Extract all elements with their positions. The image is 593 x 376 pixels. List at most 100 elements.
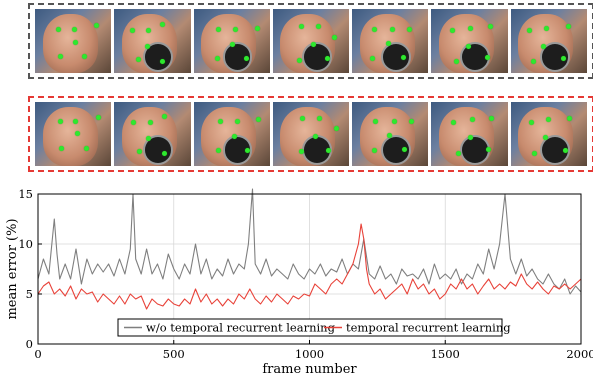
x-tick-label: 2000	[566, 347, 593, 361]
landmark-dot	[94, 23, 100, 29]
landmark-dot	[144, 44, 150, 50]
series-line-baseline	[37, 188, 582, 295]
landmark-dot	[484, 55, 490, 61]
chart-series	[37, 188, 582, 310]
landmark-dot	[545, 117, 551, 123]
video-frame	[510, 9, 587, 73]
landmark-dot	[544, 25, 550, 31]
landmark-dot	[297, 57, 303, 63]
video-frame	[114, 9, 191, 73]
landmark-dot	[230, 42, 236, 48]
landmark-dot	[468, 135, 474, 141]
landmark-dot	[455, 150, 461, 156]
frame-row-baseline	[35, 9, 587, 73]
face-image	[42, 14, 98, 73]
landmark-dot	[487, 24, 493, 30]
frame-row-recurrent	[35, 102, 587, 166]
legend-label-recurrent: temporal recurrent learning	[346, 321, 511, 335]
error-chart: 0 500 1000 1500 2000 0 5 10 15 frame number mean…	[5, 187, 593, 376]
y-tick-label: 5	[26, 287, 33, 301]
series-line-recurrent	[37, 223, 582, 310]
landmark-dot	[298, 149, 304, 155]
landmark-dot	[567, 116, 573, 122]
landmark-dot	[71, 26, 77, 32]
landmark-dot	[333, 126, 339, 132]
landmark-dot	[300, 116, 306, 122]
landmark-dot	[541, 43, 547, 49]
face-image	[42, 107, 98, 166]
landmark-dot	[216, 148, 222, 154]
landmark-dot	[59, 145, 65, 151]
landmark-dot	[256, 117, 262, 123]
landmark-dot	[216, 26, 222, 32]
x-tick-label: 0	[34, 347, 41, 361]
landmark-dot	[371, 26, 377, 32]
breathing-mask	[539, 135, 570, 165]
legend-label-baseline: w/o temporal recurrent learning	[146, 321, 336, 335]
x-tick-label: 500	[163, 347, 185, 361]
landmark-dot	[131, 119, 137, 125]
landmark-dot	[528, 119, 534, 125]
landmark-dot	[373, 118, 379, 124]
landmark-dot	[147, 119, 153, 125]
landmark-dot	[489, 116, 495, 122]
landmark-dot	[298, 24, 304, 30]
frame-strip-recurrent	[28, 96, 593, 172]
x-tick-label: 1500	[431, 347, 460, 361]
chart-legend: w/o temporal recurrent learning temporal…	[117, 318, 511, 337]
landmark-dot	[385, 41, 391, 46]
video-frame	[272, 9, 350, 73]
y-axis-label: mean error (%)	[5, 218, 20, 319]
landmark-dot	[233, 26, 239, 32]
landmark-dot	[387, 132, 393, 138]
breathing-mask	[460, 135, 491, 165]
landmark-dot	[96, 114, 102, 120]
landmark-dot	[315, 24, 321, 30]
video-frame	[352, 102, 429, 166]
landmark-dot	[391, 118, 397, 124]
landmark-dot	[454, 58, 460, 64]
video-frame	[431, 102, 508, 166]
landmark-dot	[245, 148, 251, 154]
landmark-dot	[469, 117, 475, 123]
landmark-dot	[532, 150, 538, 156]
landmark-dot	[565, 24, 571, 30]
frame-strip-baseline	[28, 3, 593, 79]
landmark-dot	[74, 131, 80, 137]
landmark-dot	[400, 55, 406, 61]
landmark-dot	[390, 26, 396, 32]
landmark-dot	[56, 26, 62, 32]
landmark-dot	[137, 148, 143, 154]
video-frame	[35, 9, 112, 73]
y-tick-label: 10	[18, 237, 33, 251]
landmark-dot	[146, 135, 152, 141]
video-frame	[114, 102, 191, 166]
video-frame	[431, 9, 508, 73]
video-frame	[352, 9, 429, 73]
landmark-dot	[243, 56, 249, 62]
landmark-dot	[73, 39, 79, 45]
landmark-dot	[317, 116, 323, 122]
landmark-dot	[129, 28, 135, 34]
landmark-dot	[217, 118, 223, 124]
landmark-dot	[73, 118, 79, 124]
landmark-dot	[527, 28, 533, 34]
video-frame	[510, 102, 587, 166]
landmark-dot	[562, 148, 568, 154]
x-axis-label: frame number	[262, 362, 357, 376]
landmark-dot	[486, 146, 492, 152]
x-tick-label: 1000	[295, 347, 324, 361]
legend-box	[117, 318, 503, 337]
landmark-dot	[530, 58, 536, 64]
landmark-dot	[83, 145, 89, 151]
landmark-dot	[160, 58, 166, 64]
landmark-dot	[312, 134, 318, 139]
landmark-dot	[466, 43, 472, 49]
landmark-dot	[57, 118, 63, 124]
landmark-dot	[214, 56, 220, 62]
landmark-dot	[161, 150, 167, 156]
video-frame	[193, 9, 270, 73]
breathing-mask	[381, 135, 412, 165]
landmark-dot	[468, 25, 474, 31]
video-frame	[193, 102, 270, 166]
